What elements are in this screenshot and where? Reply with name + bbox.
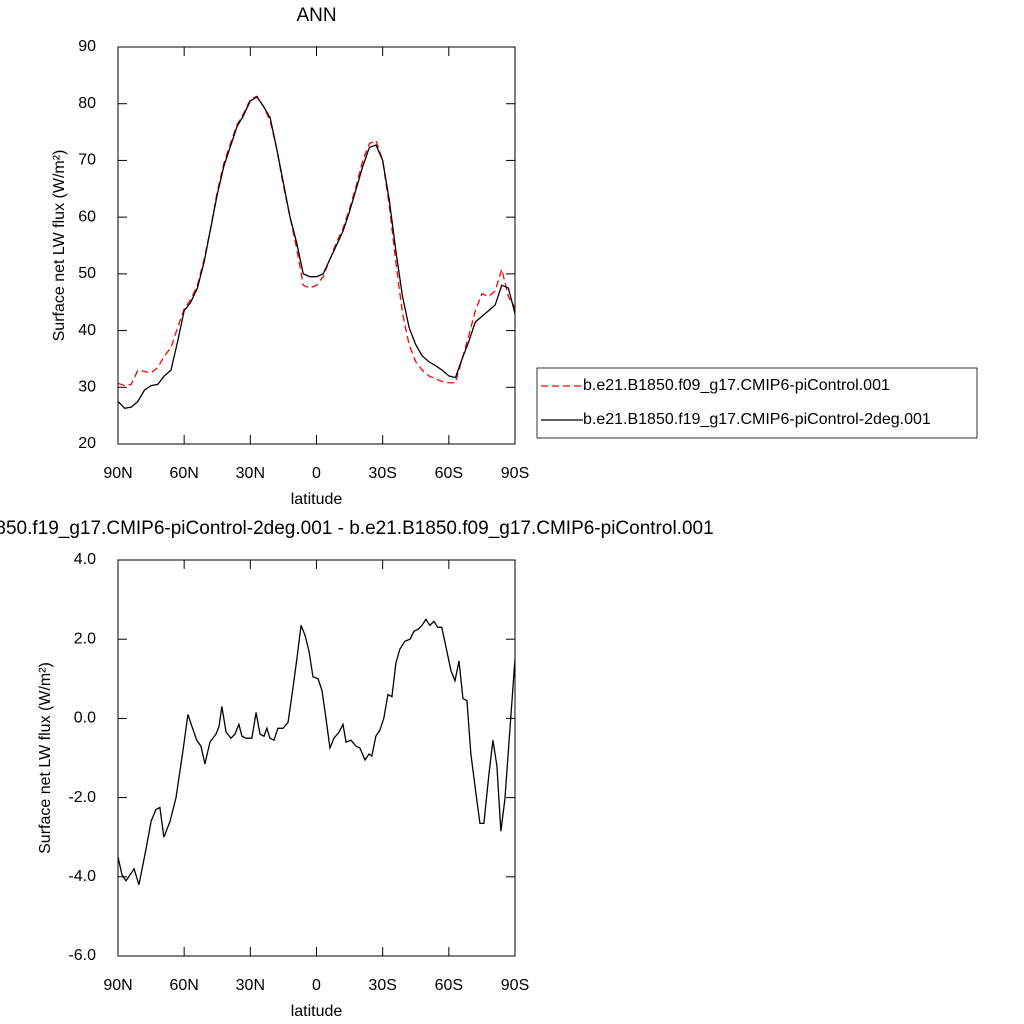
x-tick-label: 90N [103,977,132,994]
y-tick-label: -4.0 [68,868,96,885]
plot-frame [117,46,516,445]
x-tick-label: 60S [435,977,463,994]
y-axis-label: Surface net LW flux (W/m²) [51,150,68,342]
y-tick-label: -2.0 [68,789,96,806]
y-tick-label: 50 [78,265,96,282]
y-tick-label: 60 [78,208,96,225]
x-tick-label: 60N [169,465,198,482]
legend-box [536,367,978,439]
x-axis-label: latitude [291,1003,343,1020]
x-tick-label: 60N [169,977,198,994]
legend-label: b.e21.B1850.f09_g17.CMIP6-piControl.001 [583,377,890,394]
y-tick-label: 70 [78,152,96,169]
x-tick-label: 0 [312,465,321,482]
y-tick-label: 90 [78,38,96,55]
x-tick-label: 30S [368,977,396,994]
y-tick-label: 80 [78,95,96,112]
x-tick-label: 30S [368,465,396,482]
y-tick-label: 40 [78,322,96,339]
y-axis-label: Surface net LW flux (W/m²) [37,662,54,854]
x-tick-label: 60S [435,465,463,482]
plot-frame [117,559,516,957]
x-tick-label: 90S [501,465,529,482]
x-tick-label: 90N [103,465,132,482]
x-tick-label: 0 [312,977,321,994]
y-tick-label: 30 [78,379,96,396]
chart-title: ANN [296,5,336,26]
y-tick-label: 0.0 [74,710,96,727]
y-tick-label: 4.0 [74,551,96,568]
y-tick-label: 2.0 [74,630,96,647]
y-tick-label: -6.0 [68,947,96,964]
y-tick-label: 20 [78,435,96,452]
x-tick-label: 90S [501,977,529,994]
x-tick-label: 30N [236,977,265,994]
x-tick-label: 30N [236,465,265,482]
data-line [117,95,516,387]
x-axis-label: latitude [291,491,343,508]
data-line [117,618,516,885]
data-line [117,96,516,409]
chart-title: b.e21.B1850.f19_g17.CMIP6-piControl-2deg… [0,518,714,539]
legend-label: b.e21.B1850.f19_g17.CMIP6-piControl-2deg… [583,411,931,428]
